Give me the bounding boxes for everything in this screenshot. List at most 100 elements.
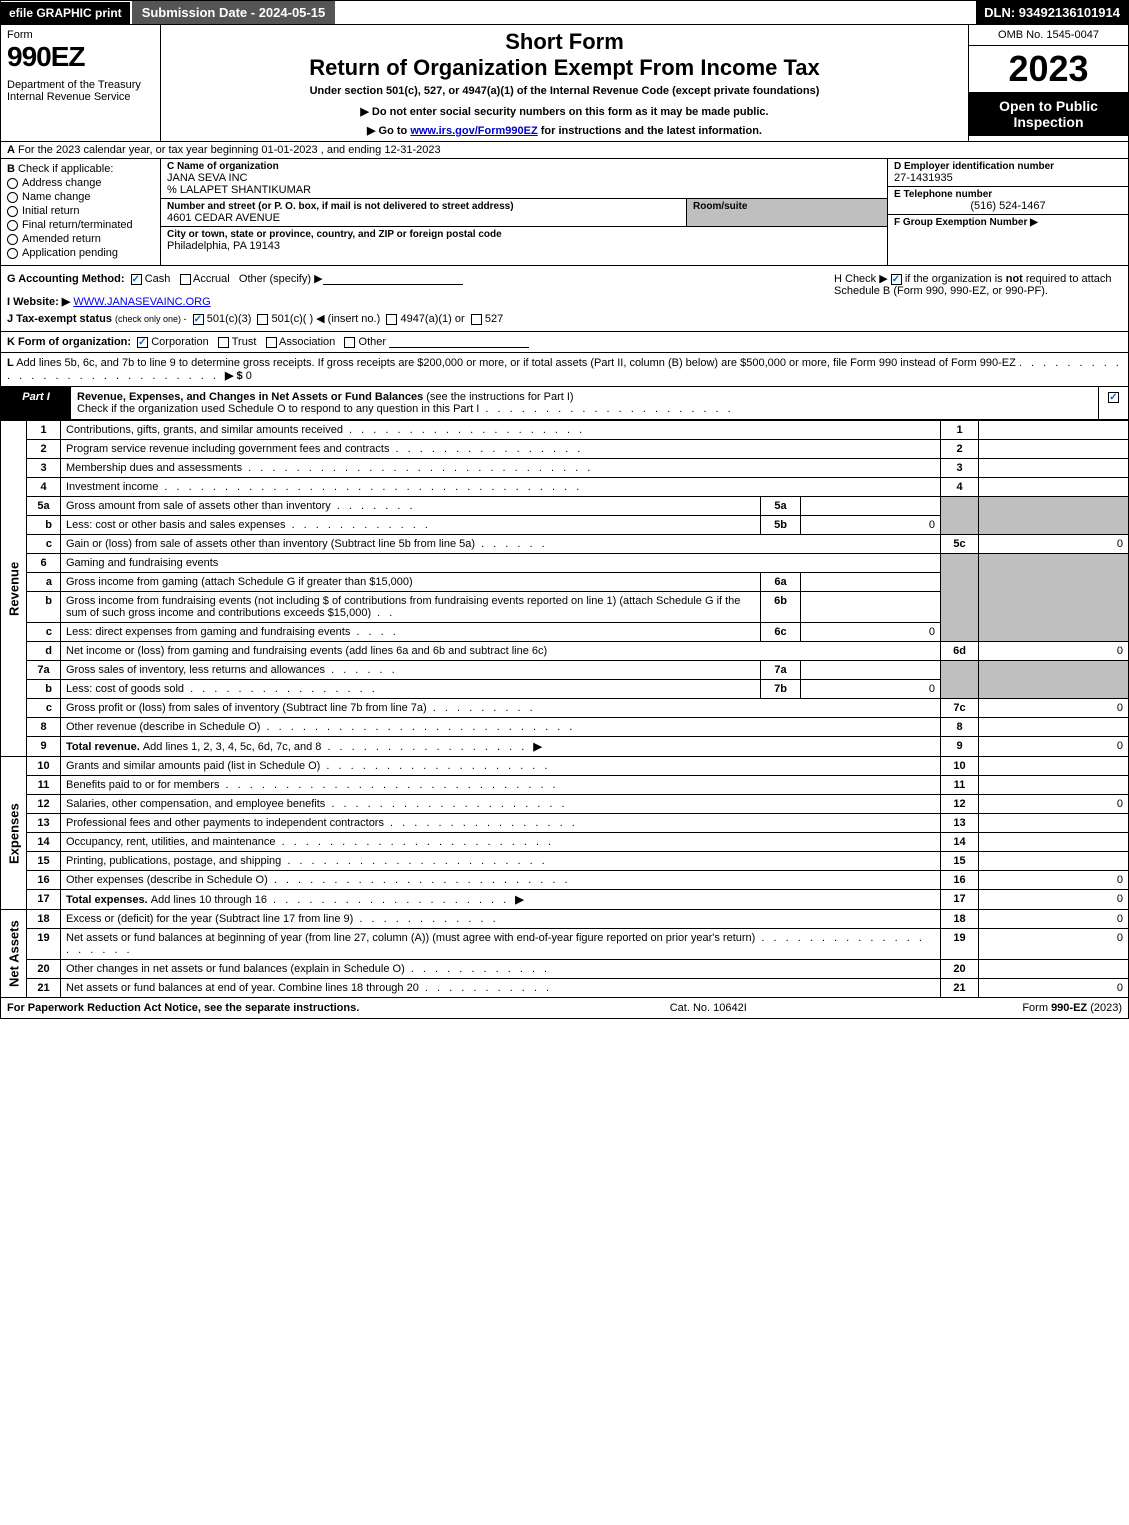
part1-title: Revenue, Expenses, and Changes in Net As… <box>71 387 1098 419</box>
cash-checkbox[interactable] <box>131 274 142 285</box>
row-a-text: For the 2023 calendar year, or tax year … <box>18 144 441 156</box>
initial-return-checkbox[interactable] <box>7 206 18 217</box>
line-5b-mini-num: 5b <box>761 516 801 535</box>
row-l-amount: 0 <box>246 370 252 382</box>
line-6d-rnum: 6d <box>941 642 979 661</box>
trust-label: Trust <box>232 336 257 348</box>
other-label: Other (specify) ▶ <box>239 273 323 285</box>
line-5c-desc: Gain or (loss) from sale of assets other… <box>66 538 475 550</box>
line-3-value <box>979 459 1129 478</box>
line-3-rnum: 3 <box>941 459 979 478</box>
revenue-section-label: Revenue <box>1 421 27 757</box>
accrual-checkbox[interactable] <box>180 274 191 285</box>
line-7c-num: c <box>27 699 61 718</box>
line-8-num: 8 <box>27 718 61 737</box>
final-return-checkbox[interactable] <box>7 220 18 231</box>
line-17-value: 0 <box>979 890 1129 910</box>
527-checkbox[interactable] <box>471 314 482 325</box>
application-pending-checkbox[interactable] <box>7 248 18 259</box>
open-to-public: Open to Public Inspection <box>969 92 1128 136</box>
line-5a-mini-val <box>801 497 941 516</box>
line-6c-mini-num: 6c <box>761 623 801 642</box>
telephone-label: E Telephone number <box>894 189 1122 200</box>
col-b-heading: Check if applicable: <box>18 163 113 175</box>
goto-link[interactable]: www.irs.gov/Form990EZ <box>410 125 537 137</box>
line-12-value: 0 <box>979 795 1129 814</box>
line-13-value <box>979 814 1129 833</box>
line-1-rnum: 1 <box>941 421 979 440</box>
address-change-label: Address change <box>22 177 102 189</box>
line-4-rnum: 4 <box>941 478 979 497</box>
other-org-field[interactable] <box>389 336 529 348</box>
website-link[interactable]: WWW.JANASEVAINC.ORG <box>73 296 210 308</box>
line-3-num: 3 <box>27 459 61 478</box>
line-17-num: 17 <box>27 890 61 910</box>
ein-label: D Employer identification number <box>894 161 1122 172</box>
name-change-checkbox[interactable] <box>7 192 18 203</box>
line-16-desc: Other expenses (describe in Schedule O) <box>66 874 268 886</box>
part1-subtitle: (see the instructions for Part I) <box>426 391 573 403</box>
row-h-not: not <box>1006 273 1023 285</box>
line-2-rnum: 2 <box>941 440 979 459</box>
line-2-num: 2 <box>27 440 61 459</box>
line-14-num: 14 <box>27 833 61 852</box>
col-b-label: B <box>7 163 15 175</box>
line-13-num: 13 <box>27 814 61 833</box>
line-7b-mini-num: 7b <box>761 680 801 699</box>
part1-title-text: Revenue, Expenses, and Changes in Net As… <box>77 391 423 403</box>
line-7c-rnum: 7c <box>941 699 979 718</box>
line-7c-value: 0 <box>979 699 1129 718</box>
city-label: City or town, state or province, country… <box>167 229 881 240</box>
col-b-checkboxes: B Check if applicable: Address change Na… <box>1 159 161 265</box>
form-header: Form 990EZ Department of the Treasury In… <box>0 25 1129 142</box>
line-9-value: 0 <box>979 737 1129 757</box>
line-19-rnum: 19 <box>941 929 979 960</box>
telephone-value: (516) 524-1467 <box>894 200 1122 212</box>
line-4-value <box>979 478 1129 497</box>
title-short: Short Form <box>167 29 962 55</box>
line-6b-num: b <box>27 592 61 623</box>
trust-checkbox[interactable] <box>218 337 229 348</box>
street-address: 4601 CEDAR AVENUE <box>167 212 680 224</box>
row-a-tax-year: A For the 2023 calendar year, or tax yea… <box>0 142 1129 159</box>
501c-checkbox[interactable] <box>257 314 268 325</box>
footer-left: For Paperwork Reduction Act Notice, see … <box>7 1002 475 1014</box>
dln: DLN: 93492136101914 <box>976 1 1128 24</box>
room-suite-label: Room/suite <box>693 201 881 212</box>
other-org-checkbox[interactable] <box>344 337 355 348</box>
line-7b-desc: Less: cost of goods sold <box>66 683 184 695</box>
amended-return-checkbox[interactable] <box>7 234 18 245</box>
col-d-ein-tel: D Employer identification number 27-1431… <box>888 159 1128 265</box>
form-of-org-label: K Form of organization: <box>7 336 131 348</box>
other-specify-field[interactable] <box>323 273 463 285</box>
efile-print-button[interactable]: efile GRAPHIC print <box>1 2 132 24</box>
row-g: G Accounting Method: Cash Accrual Other … <box>1 266 828 331</box>
schedule-b-checkbox[interactable] <box>891 274 902 285</box>
line-5a-mini-num: 5a <box>761 497 801 516</box>
line-11-num: 11 <box>27 776 61 795</box>
address-change-checkbox[interactable] <box>7 178 18 189</box>
warning-ssn: ▶ Do not enter social security numbers o… <box>167 105 962 118</box>
schedule-o-checkbox[interactable] <box>1108 392 1119 403</box>
line-8-rnum: 8 <box>941 718 979 737</box>
line-15-num: 15 <box>27 852 61 871</box>
501c3-checkbox[interactable] <box>193 314 204 325</box>
line-21-num: 21 <box>27 979 61 998</box>
association-checkbox[interactable] <box>266 337 277 348</box>
other-org-label: Other <box>359 336 387 348</box>
tax-year: 2023 <box>969 46 1128 92</box>
name-change-label: Name change <box>22 191 91 203</box>
corporation-checkbox[interactable] <box>137 337 148 348</box>
line-6-desc: Gaming and fundraising events <box>61 554 941 573</box>
header-right: OMB No. 1545-0047 2023 Open to Public In… <box>968 25 1128 141</box>
line-1-value <box>979 421 1129 440</box>
part1-lines-table: Revenue 1 Contributions, gifts, grants, … <box>0 420 1129 998</box>
city-state-zip: Philadelphia, PA 19143 <box>167 240 881 252</box>
4947-checkbox[interactable] <box>386 314 397 325</box>
form-word: Form <box>7 29 154 41</box>
page-footer: For Paperwork Reduction Act Notice, see … <box>0 998 1129 1019</box>
line-5c-value: 0 <box>979 535 1129 554</box>
info-grid: B Check if applicable: Address change Na… <box>0 159 1129 266</box>
4947-label: 4947(a)(1) or <box>400 313 464 325</box>
line-19-value: 0 <box>979 929 1129 960</box>
